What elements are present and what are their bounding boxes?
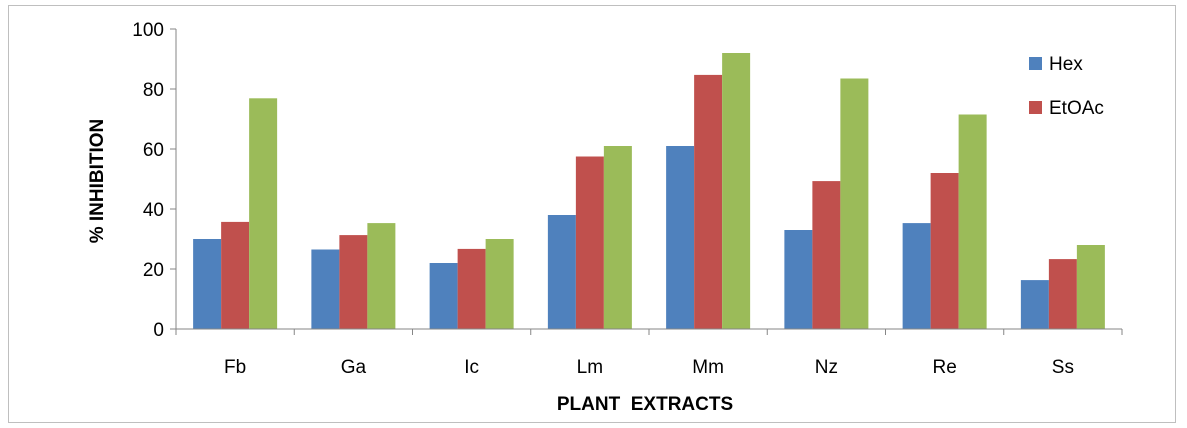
bar bbox=[547, 215, 576, 329]
bar bbox=[784, 230, 813, 329]
y-tick-label: 40 bbox=[143, 200, 164, 221]
y-tick-label: 100 bbox=[132, 20, 164, 41]
y-tick-label: 0 bbox=[153, 320, 164, 341]
bar bbox=[958, 114, 987, 329]
x-tick-label: Fb bbox=[224, 357, 246, 378]
x-tick-label: Ic bbox=[464, 357, 479, 378]
legend-swatch bbox=[1029, 101, 1042, 114]
bar bbox=[1076, 245, 1105, 329]
bar bbox=[311, 249, 340, 329]
y-tick-label: 80 bbox=[143, 80, 164, 101]
x-tick-label: Nz bbox=[815, 357, 838, 378]
bar bbox=[902, 223, 931, 329]
bar bbox=[367, 223, 396, 329]
x-tick-label: Lm bbox=[577, 357, 603, 378]
bar bbox=[1048, 259, 1077, 329]
chart-plot: 0 20 40 60 80 100 Fb Ga Ic Lm Mm Nz Re Ss Hex EtOAc %… bbox=[87, 20, 1123, 415]
bar bbox=[812, 181, 841, 329]
legend-label: Hex bbox=[1049, 54, 1083, 75]
x-axis-title: PLANT EXTRACTS bbox=[557, 394, 733, 415]
x-tick-label: Ga bbox=[341, 357, 367, 378]
bar bbox=[221, 221, 250, 329]
bar bbox=[1020, 280, 1049, 329]
bars bbox=[193, 53, 1105, 330]
bar bbox=[429, 263, 458, 329]
x-axis: Fb Ga Ic Lm Mm Nz Re Ss bbox=[175, 328, 1123, 378]
legend: Hex EtOAc bbox=[1029, 54, 1104, 119]
bar bbox=[485, 239, 514, 329]
bar bbox=[249, 98, 278, 329]
x-tick-label: Mm bbox=[692, 357, 724, 378]
bar bbox=[930, 173, 959, 329]
x-tick-label: Re bbox=[932, 357, 956, 378]
chart-frame: 0 20 40 60 80 100 Fb Ga Ic Lm Mm Nz Re Ss Hex EtOAc %… bbox=[8, 5, 1176, 423]
y-tick-label: 60 bbox=[143, 140, 164, 161]
y-tick-label: 20 bbox=[143, 260, 164, 281]
y-axis-ticks: 0 20 40 60 80 100 bbox=[132, 20, 177, 341]
legend-swatch bbox=[1029, 57, 1042, 70]
bar bbox=[666, 146, 695, 329]
bar bbox=[193, 239, 222, 329]
bar bbox=[603, 146, 632, 329]
bar bbox=[339, 235, 368, 329]
x-tick-label: Ss bbox=[1052, 357, 1074, 378]
bar bbox=[722, 53, 751, 329]
bar bbox=[575, 156, 604, 329]
bar bbox=[694, 74, 723, 330]
bar bbox=[457, 248, 486, 329]
y-axis-title: % INHIBITION bbox=[87, 119, 108, 244]
legend-label: EtOAc bbox=[1049, 98, 1104, 119]
bar bbox=[840, 78, 869, 329]
